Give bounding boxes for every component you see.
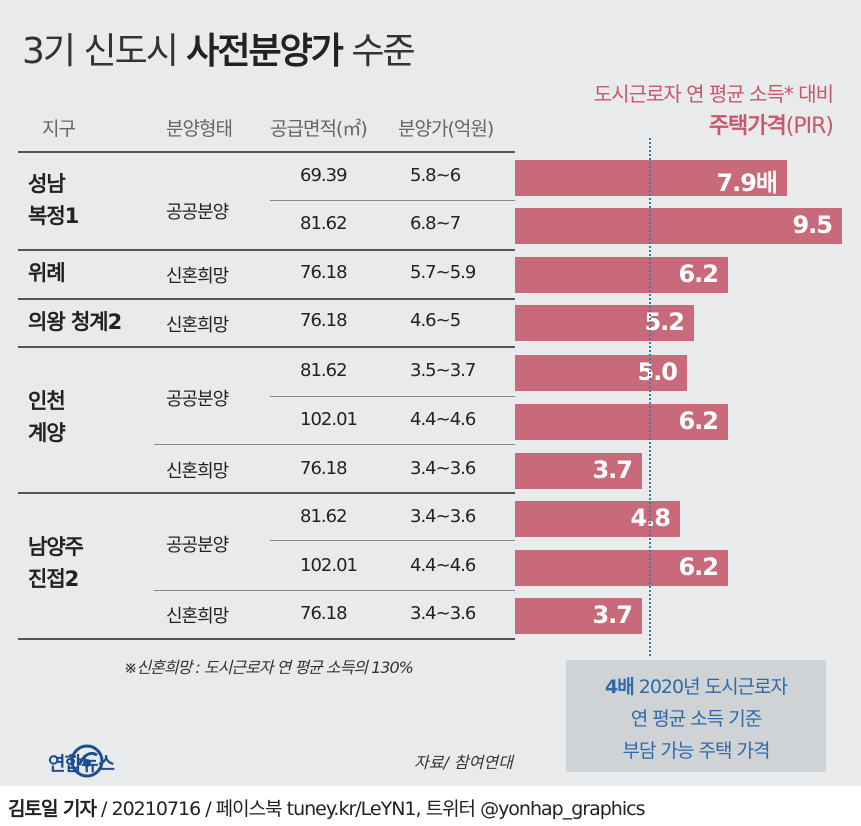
credit-details: / 20210716 / 페이스북 tuney.kr/LeYN1, 트위터 @y… bbox=[96, 798, 645, 820]
pir-bar-label: 6.2 bbox=[678, 553, 719, 581]
header-district: 지구 bbox=[42, 118, 76, 140]
region-label: 성남 복정1 bbox=[28, 172, 79, 228]
footnote: ※신혼희망 : 도시근로자 연 평균 소득의 130% bbox=[124, 658, 414, 677]
pir-bar: 9.5 bbox=[515, 208, 842, 244]
region-label: 인천 계양 bbox=[28, 389, 66, 445]
pir-header-line2: 주택가격(PIR) bbox=[708, 108, 834, 140]
pir-bar-label: 6.2 bbox=[678, 407, 719, 435]
group-divider bbox=[18, 249, 515, 251]
area-cell: 76.18 bbox=[300, 458, 348, 479]
pir-bar: 5.2 bbox=[515, 305, 694, 341]
reference-note: 4배 2020년 도시근로자 연 평균 소득 기준 부담 가능 주택 가격 bbox=[566, 660, 826, 772]
reference-text: 2020년 도시근로자 bbox=[633, 676, 788, 698]
type-label: 공공분양 bbox=[166, 202, 229, 223]
price-cell: 5.7~5.9 bbox=[410, 262, 476, 283]
area-cell: 69.39 bbox=[300, 165, 348, 186]
pir-bar: 6.2 bbox=[515, 404, 728, 440]
price-cell: 3.4~3.6 bbox=[410, 458, 476, 479]
area-cell: 81.62 bbox=[300, 360, 348, 381]
price-cell: 4.4~4.6 bbox=[410, 555, 476, 576]
pir-bar-label: 6.2 bbox=[678, 260, 719, 288]
pir-bar-label: 3.7 bbox=[592, 601, 633, 629]
header-type: 분양형태 bbox=[166, 118, 233, 140]
reference-line3: 부담 가능 주택 가격 bbox=[622, 740, 771, 762]
table-top-rule bbox=[18, 151, 515, 153]
yonhap-logo-icon bbox=[70, 744, 104, 778]
type-label: 공공분양 bbox=[166, 535, 229, 556]
pir-bar-label: 9.5 bbox=[792, 211, 833, 239]
region-label: 남양주 진접2 bbox=[28, 535, 84, 591]
title-light-part: 3기 신도시 bbox=[22, 31, 187, 72]
pir-bar: 3.7 bbox=[515, 453, 642, 489]
price-cell: 3.4~3.6 bbox=[410, 603, 476, 624]
pir-header-line1: 도시근로자 연 평균 소득* 대비 bbox=[593, 82, 834, 106]
page-title: 3기 신도시 사전분양가 수준 bbox=[22, 22, 416, 74]
row-divider bbox=[154, 444, 515, 445]
type-label: 신혼희망 bbox=[166, 461, 229, 482]
row-divider bbox=[270, 200, 515, 201]
header-price: 분양가(억원) bbox=[398, 118, 494, 140]
group-divider bbox=[18, 346, 515, 348]
region-label: 위례 bbox=[28, 261, 66, 285]
price-cell: 6.8~7 bbox=[410, 213, 461, 234]
pir-bar-label: 5.0 bbox=[637, 358, 678, 386]
row-divider bbox=[154, 590, 515, 591]
row-divider bbox=[270, 396, 515, 397]
title-suffix-part: 수준 bbox=[341, 31, 415, 72]
price-cell: 3.5~3.7 bbox=[410, 360, 476, 381]
price-cell: 4.4~4.6 bbox=[410, 409, 476, 430]
area-cell: 76.18 bbox=[300, 262, 348, 283]
source-label: 자료/ 참여연대 bbox=[414, 753, 513, 772]
pir-bar-label: 5.2 bbox=[644, 308, 685, 336]
reference-value-label: 4배 bbox=[604, 676, 635, 698]
pir-bar: 4.8 bbox=[515, 501, 680, 537]
price-cell: 5.8~6 bbox=[410, 165, 461, 186]
reference-line2: 연 평균 소득 기준 bbox=[630, 708, 762, 730]
table-bottom-rule bbox=[18, 638, 515, 640]
title-bold-part: 사전분양가 bbox=[186, 31, 344, 72]
price-cell: 3.4~3.6 bbox=[410, 506, 476, 527]
row-divider bbox=[270, 540, 515, 541]
area-cell: 76.18 bbox=[300, 603, 348, 624]
type-label: 신혼희망 bbox=[166, 315, 229, 336]
logo-text: 연합뉴스 bbox=[48, 753, 115, 775]
pir-header-bold: 주택가격 bbox=[708, 114, 787, 139]
credit-author: 김토일 기자 bbox=[8, 798, 97, 820]
pir-header-suffix: (PIR) bbox=[785, 114, 834, 139]
pir-bar: 6.2 bbox=[515, 550, 728, 586]
area-cell: 81.62 bbox=[300, 506, 348, 527]
type-label: 신혼희망 bbox=[166, 266, 229, 287]
area-cell: 76.18 bbox=[300, 310, 348, 331]
type-label: 신혼희망 bbox=[166, 606, 229, 627]
credit-bar: 김토일 기자 / 20210716 / 페이스북 tuney.kr/LeYN1,… bbox=[0, 786, 861, 826]
pir-bar-label: 7.9배 bbox=[716, 169, 778, 197]
pir-bar: 5.0 bbox=[515, 355, 687, 391]
area-cell: 102.01 bbox=[300, 409, 358, 430]
pir-bar: 3.7 bbox=[515, 598, 642, 634]
pir-bar: 7.9배 bbox=[515, 160, 787, 197]
group-divider bbox=[18, 492, 515, 494]
price-cell: 4.6~5 bbox=[410, 310, 461, 331]
header-area: 공급면적(㎡) bbox=[270, 118, 368, 140]
area-cell: 102.01 bbox=[300, 555, 358, 576]
pir-bar: 6.2 bbox=[515, 257, 728, 293]
area-cell: 81.62 bbox=[300, 213, 348, 234]
type-label: 공공분양 bbox=[166, 389, 229, 410]
pir-bar-label: 3.7 bbox=[592, 456, 633, 484]
region-label: 의왕 청계2 bbox=[28, 310, 122, 334]
reference-line1: 4배 2020년 도시근로자 bbox=[566, 672, 826, 699]
group-divider bbox=[18, 298, 515, 300]
reference-line bbox=[649, 138, 651, 656]
